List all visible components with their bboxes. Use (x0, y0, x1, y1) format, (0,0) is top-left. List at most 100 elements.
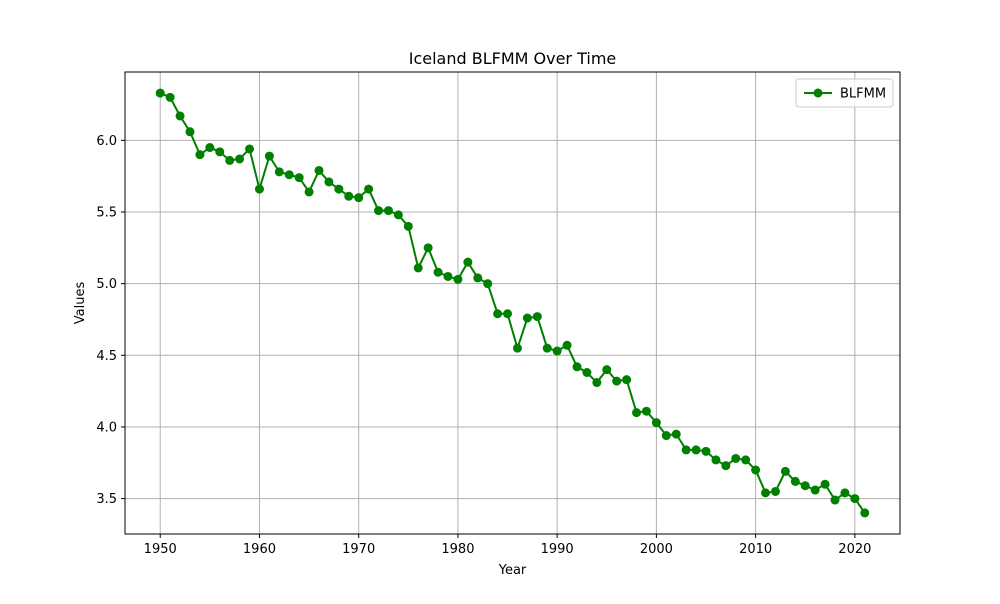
data-point (830, 495, 840, 505)
data-point (592, 378, 602, 388)
data-point (582, 368, 592, 378)
x-tick-label: 1970 (342, 542, 375, 557)
y-tick-label: 5.5 (96, 206, 117, 221)
data-point (532, 312, 542, 322)
data-point (413, 263, 423, 273)
data-point (245, 144, 255, 154)
data-point (225, 155, 235, 165)
data-point (691, 445, 701, 455)
y-axis-ticks: 3.5 4.0 4.5 5.0 5.5 6.0 (96, 134, 125, 507)
legend: BLFMM (795, 78, 894, 108)
data-point (393, 210, 403, 220)
data-point (314, 165, 324, 175)
data-point (175, 111, 185, 121)
data-point (641, 406, 651, 416)
data-point (572, 362, 582, 372)
data-point (661, 431, 671, 441)
data-point (701, 446, 711, 456)
data-point (403, 221, 413, 231)
data-point (622, 375, 632, 385)
data-point (205, 143, 215, 153)
data-point (810, 485, 820, 495)
data-point (195, 150, 205, 160)
data-point (463, 257, 473, 267)
data-point (731, 453, 741, 463)
data-point (651, 418, 661, 428)
x-tick-label: 2020 (838, 542, 871, 557)
data-point (254, 184, 264, 194)
data-point (304, 187, 314, 197)
data-point (552, 346, 562, 356)
legend-label: BLFMM (840, 87, 886, 102)
data-point (453, 274, 463, 284)
data-point (165, 92, 175, 102)
data-point (840, 488, 850, 498)
data-point (860, 508, 870, 518)
y-tick-label: 6.0 (96, 134, 117, 149)
x-tick-label: 1990 (541, 542, 574, 557)
data-point (503, 309, 513, 319)
data-point (761, 488, 771, 498)
data-point (512, 343, 522, 353)
data-point (364, 184, 374, 194)
x-tick-label: 2000 (640, 542, 673, 557)
data-point (294, 173, 304, 183)
data-point (790, 476, 800, 486)
data-point (383, 206, 393, 216)
data-point (542, 343, 552, 353)
legend-marker-swatch (813, 88, 823, 98)
data-point (721, 461, 731, 471)
data-point (324, 177, 334, 187)
y-tick-label: 4.0 (96, 420, 117, 435)
data-point (155, 88, 165, 98)
legend-box (795, 78, 894, 108)
data-point (483, 279, 493, 289)
chart-title: Iceland BLFMM Over Time (409, 49, 617, 68)
data-point (334, 184, 344, 194)
data-point (820, 479, 830, 489)
data-point (612, 376, 622, 386)
data-point (443, 271, 453, 281)
data-point (741, 455, 751, 465)
data-point (344, 191, 354, 201)
x-tick-label: 1960 (243, 542, 276, 557)
data-point (562, 340, 572, 350)
data-point (850, 494, 860, 504)
data-point (374, 206, 384, 216)
data-point (522, 313, 532, 323)
data-point (235, 154, 245, 164)
y-tick-label: 5.0 (96, 277, 117, 292)
data-point (423, 243, 433, 253)
grid-lines (125, 72, 900, 534)
data-point (800, 481, 810, 491)
x-tick-label: 1950 (144, 542, 177, 557)
series-layer (155, 88, 870, 518)
data-point (264, 151, 274, 161)
data-point (354, 193, 364, 203)
data-point (681, 445, 691, 455)
data-point (780, 466, 790, 476)
data-point (602, 365, 612, 375)
x-axis-label: Year (498, 563, 527, 578)
y-tick-label: 3.5 (96, 492, 117, 507)
plot-area-frame (124, 71, 901, 535)
y-tick-label: 4.5 (96, 349, 117, 364)
data-point (473, 273, 483, 283)
data-point (751, 465, 761, 475)
data-point (185, 127, 195, 137)
data-point (433, 267, 443, 277)
data-point (493, 309, 503, 319)
x-axis-ticks: 1950 1960 1970 1980 1990 2000 2010 2020 (144, 534, 871, 557)
data-point (671, 429, 681, 439)
x-tick-label: 1980 (441, 542, 474, 557)
data-point (284, 170, 294, 180)
data-point (274, 167, 284, 177)
data-point (215, 147, 225, 157)
data-point (632, 408, 642, 418)
data-point (711, 455, 721, 465)
y-axis-label: Values (73, 282, 88, 325)
x-tick-label: 2010 (739, 542, 772, 557)
data-point (770, 486, 780, 496)
